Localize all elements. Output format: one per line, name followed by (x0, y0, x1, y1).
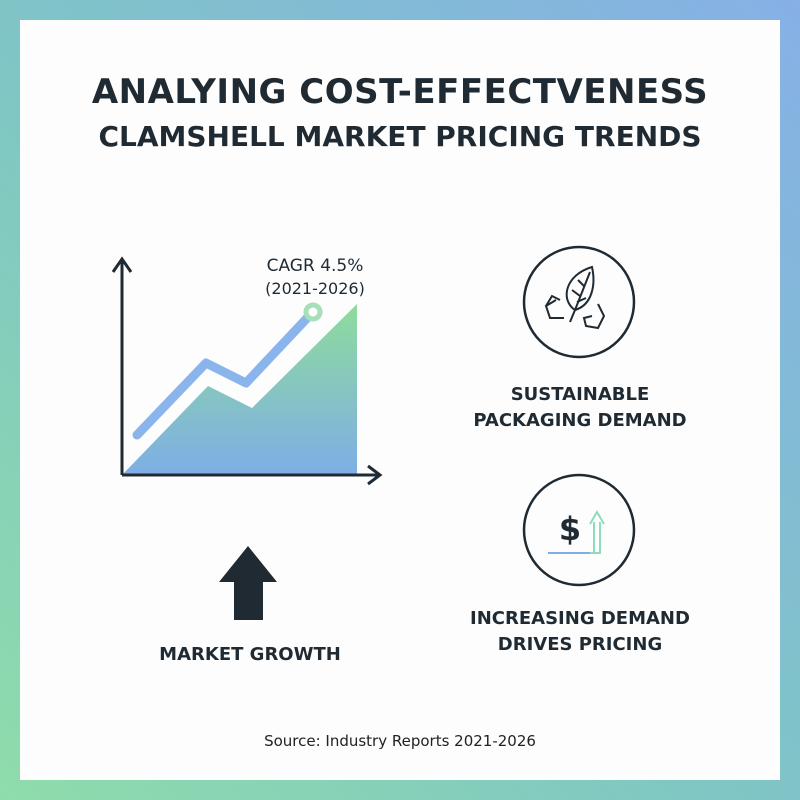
trend-line (132, 310, 315, 440)
feature-pricing-label: INCREASING DEMAND DRIVES PRICING (450, 606, 710, 658)
leaf-recycle-icon (522, 245, 636, 359)
label-line: PACKAGING DEMAND (473, 410, 687, 431)
title-line-2: CLAMSHELL MARKET PRICING TRENDS (98, 120, 702, 153)
trend-endpoint (303, 302, 323, 322)
up-arrow-icon (219, 546, 277, 620)
y-axis (111, 256, 133, 475)
x-axis (122, 464, 383, 486)
title-line-1: ANALYING COST-EFFECTVENESS (91, 72, 709, 112)
feature-sustainable-label: SUSTAINABLE PACKAGING DEMAND (460, 382, 700, 434)
source-note: Source: Industry Reports 2021-2026 (264, 732, 536, 750)
cagr-value: CAGR 4.5% (266, 256, 364, 276)
label-line: INCREASING DEMAND (470, 608, 690, 629)
dollar-up-arrow-icon: $ (522, 473, 636, 587)
infographic-card (20, 20, 780, 780)
svg-text:$: $ (559, 510, 581, 548)
cagr-period: (2021-2026) (265, 279, 365, 298)
growth-chart (111, 256, 383, 486)
label-line: DRIVES PRICING (497, 634, 663, 655)
label-line: SUSTAINABLE (510, 384, 650, 405)
growth-area (122, 304, 357, 475)
market-growth-label: MARKET GROWTH (159, 644, 341, 665)
